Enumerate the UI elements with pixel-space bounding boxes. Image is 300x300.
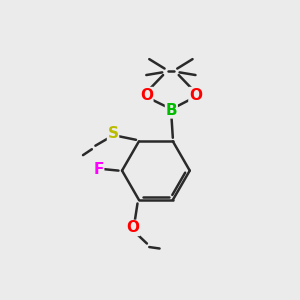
Text: O: O — [140, 88, 153, 103]
Text: O: O — [127, 220, 140, 236]
Text: B: B — [166, 103, 177, 118]
Text: F: F — [93, 162, 104, 177]
Text: O: O — [189, 88, 202, 103]
Text: S: S — [107, 125, 118, 140]
